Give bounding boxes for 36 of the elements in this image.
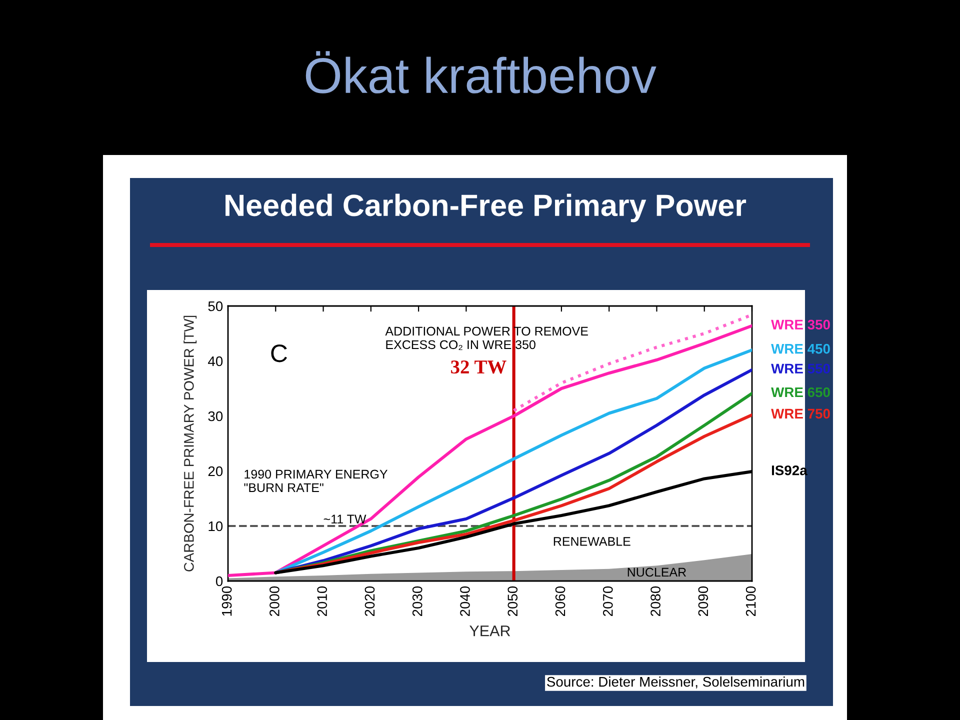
x-tick-label: 2090	[698, 586, 708, 616]
x-tick-label: 2080	[650, 586, 660, 616]
y-tick-label: 30	[208, 411, 223, 422]
x-tick-label: 2000	[270, 586, 280, 616]
y-tick-label: 20	[208, 466, 223, 476]
source-note: Source: Dieter Meissner, Solelseminarium	[547, 676, 804, 688]
series-label: WRE 750	[771, 408, 830, 419]
y-tick-label: 10	[208, 521, 223, 532]
y-tick-label: 0	[216, 576, 223, 586]
x-tick-label: 2020	[364, 586, 375, 616]
series-label: WRE 650	[771, 387, 830, 398]
line-series	[512, 313, 752, 412]
y-axis-title: CARBON-FREE PRIMARY POWER [TW]	[184, 316, 197, 572]
ref-line-label: 32 TW	[451, 360, 506, 374]
x-tick-label: 2050	[508, 586, 518, 616]
series-label: WRE 550	[771, 364, 830, 374]
chart-subtitle: Needed Carbon-Free Primary Power	[226, 194, 746, 222]
x-axis-title: YEAR	[470, 626, 510, 636]
x-tick-label: 2040	[460, 586, 470, 616]
x-tick-label: 2070	[602, 586, 613, 616]
series-label: NUCLEAR	[628, 568, 686, 577]
series-label: WRE 350	[771, 320, 830, 330]
y-tick-label: 40	[208, 356, 223, 366]
x-tick-label: 2060	[555, 586, 566, 616]
x-tick-label: 2010	[317, 586, 327, 616]
y-tick-label: 50	[208, 301, 223, 312]
line-series	[228, 324, 752, 578]
x-tick-label: 2030	[412, 586, 422, 616]
x-tick-label: 1990	[222, 586, 232, 616]
chart-title: Ökat kraftbehov	[306, 51, 656, 94]
annotation: 1990 PRIMARY ENERGY "BURN RATE"	[244, 470, 388, 492]
series-label: WRE 450	[771, 344, 830, 354]
x-tick-label: 2100	[746, 586, 756, 616]
annotation: C	[271, 344, 288, 362]
annotation: RENEWABLE	[554, 537, 630, 546]
annotation: ~11 TW	[324, 514, 366, 524]
